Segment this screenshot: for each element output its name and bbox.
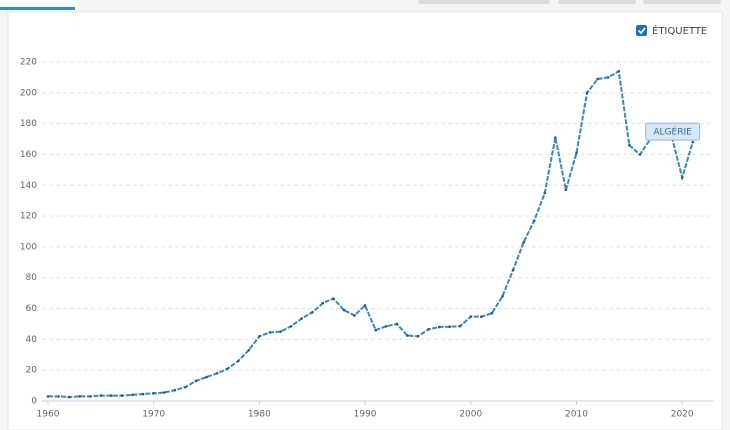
data-point — [437, 325, 441, 329]
data-point — [152, 391, 155, 395]
data-point — [57, 395, 60, 398]
data-point — [342, 308, 346, 312]
data-point — [120, 394, 124, 397]
chart-card — [7, 11, 723, 430]
data-point — [226, 367, 229, 370]
data-point — [131, 393, 134, 397]
x-tick-label: 1960 — [37, 410, 60, 420]
check-mark — [637, 27, 646, 35]
data-point — [575, 151, 578, 155]
y-tick-label: 100 — [20, 242, 37, 252]
series-label: ALGÉRIE — [653, 126, 692, 138]
data-point — [406, 334, 409, 337]
data-point — [194, 379, 198, 383]
data-point — [628, 143, 631, 147]
y-tick-label: 80 — [26, 273, 38, 283]
data-point — [469, 315, 473, 318]
data-point — [247, 348, 251, 352]
data-point — [141, 392, 145, 396]
data-point — [596, 77, 599, 81]
checkbox-label[interactable]: ÉTIQUETTE — [652, 24, 707, 37]
data-point — [236, 359, 240, 363]
data-point — [501, 294, 504, 298]
data-point — [617, 69, 621, 73]
series-label-box — [645, 122, 701, 141]
data-point — [543, 191, 547, 195]
series-line — [47, 69, 694, 399]
data-point — [300, 317, 303, 320]
data-point — [110, 394, 113, 397]
y-tick-label: 120 — [20, 212, 37, 222]
data-point — [448, 325, 451, 329]
tab-underline — [0, 7, 75, 10]
data-point — [184, 385, 187, 389]
data-point — [67, 395, 71, 399]
data-point — [205, 375, 208, 379]
button[interactable] — [418, 0, 550, 4]
data-point — [564, 188, 568, 192]
x-tick-label: 2020 — [671, 410, 694, 420]
data-point — [78, 395, 81, 398]
data-point — [353, 314, 356, 317]
data-point — [554, 136, 557, 139]
x-tick-label: 1990 — [354, 410, 377, 420]
checkbox[interactable] — [636, 25, 647, 36]
data-point — [310, 311, 314, 314]
data-point — [173, 388, 177, 392]
data-point — [279, 330, 282, 333]
data-point — [416, 334, 420, 338]
x-tick-label: 1970 — [142, 410, 165, 420]
y-tick-label: 20 — [26, 366, 38, 376]
data-point — [321, 301, 325, 305]
y-tick-label: 180 — [20, 119, 37, 129]
data-point — [46, 395, 50, 398]
data-point — [522, 240, 525, 244]
label-toggle[interactable]: ÉTIQUETTE — [636, 24, 707, 37]
data-point — [606, 76, 610, 79]
data-point — [258, 334, 261, 338]
data-point — [680, 176, 684, 179]
data-point — [268, 331, 272, 334]
y-tick-label: 0 — [31, 397, 37, 407]
y-tick-label: 220 — [20, 58, 37, 68]
data-point — [458, 324, 462, 328]
data-point — [691, 140, 695, 144]
y-tick-label: 200 — [20, 88, 37, 98]
tab[interactable] — [0, 0, 80, 10]
button[interactable] — [643, 0, 721, 4]
data-point — [427, 328, 430, 331]
y-tick-label: 160 — [20, 150, 37, 160]
data-point — [480, 315, 483, 319]
x-tick-label: 2000 — [459, 410, 482, 420]
x-tick-label: 2010 — [565, 410, 588, 420]
data-point — [215, 371, 219, 375]
y-tick-label: 140 — [20, 181, 37, 191]
data-point — [289, 324, 293, 328]
data-point — [490, 311, 494, 315]
data-point — [363, 304, 367, 307]
y-tick-label: 60 — [26, 304, 38, 314]
x-tick-label: 1980 — [248, 410, 271, 420]
y-tick-label: 40 — [26, 335, 38, 345]
data-point — [88, 395, 92, 398]
data-point — [162, 391, 166, 394]
data-point — [585, 91, 589, 95]
data-point — [511, 268, 515, 272]
data-point — [374, 328, 377, 332]
data-point — [532, 219, 536, 223]
data-point — [384, 324, 388, 328]
data-point — [99, 394, 103, 397]
data-point — [638, 153, 642, 156]
button[interactable] — [558, 0, 636, 4]
data-point — [395, 322, 399, 326]
data-point — [332, 297, 335, 300]
